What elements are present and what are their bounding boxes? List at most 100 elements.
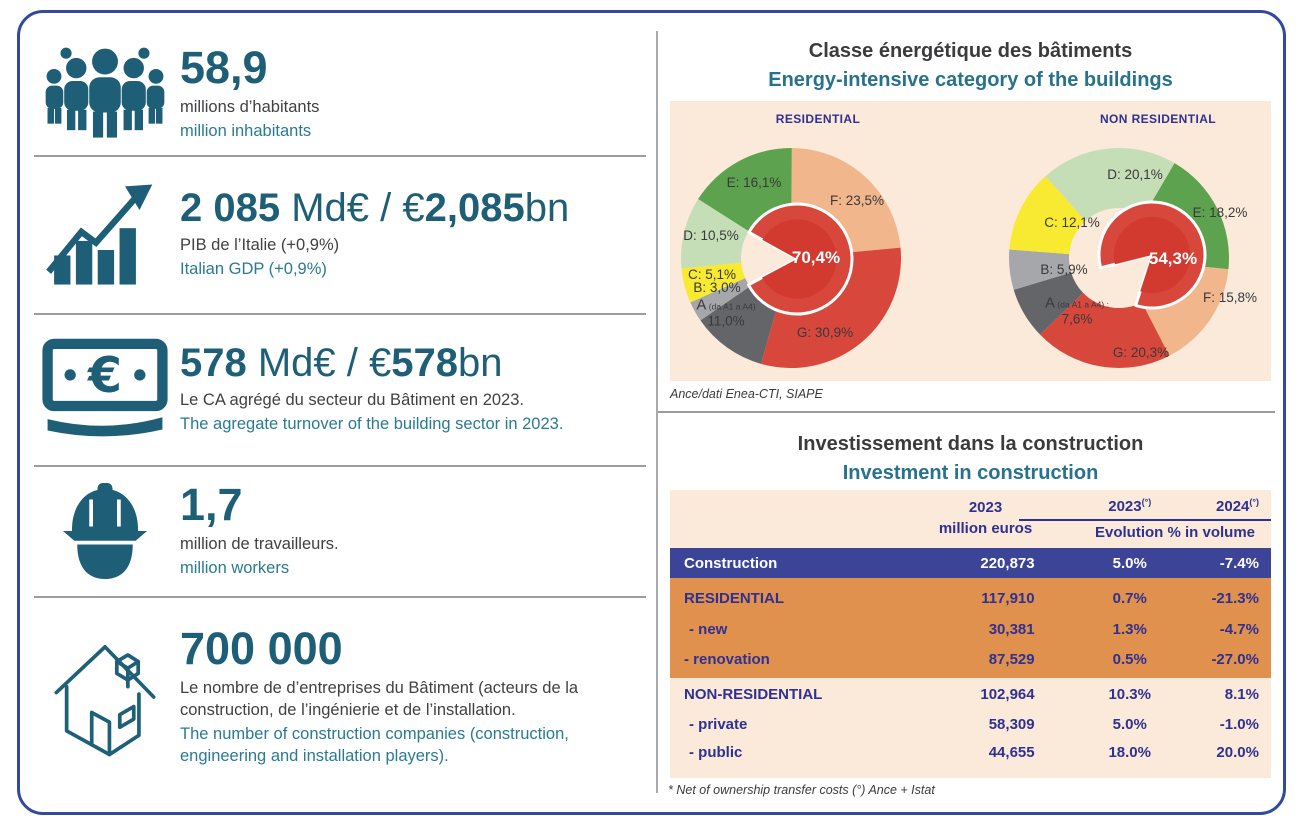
- banknote-euro-icon: €: [30, 338, 180, 442]
- energy-title-en: Energy-intensive category of the buildin…: [768, 69, 1173, 91]
- table-cell: 0.5%: [1112, 651, 1147, 668]
- donut-segment-label: C: 12,1%: [1044, 215, 1100, 231]
- stat-value: 700 000: [180, 623, 343, 675]
- stat-value: 578 Md€ / €578bn: [180, 341, 503, 386]
- main-panel: 58,9 millions d’habitants million inhabi…: [17, 10, 1286, 815]
- donut-segment: [681, 199, 749, 269]
- table-cell: RESIDENTIAL: [684, 589, 785, 607]
- stat-text: 1,7 million de travailleurs. million wor…: [180, 482, 646, 580]
- stat-label-fr: Le CA agrégé du secteur du Bâtiment en 2…: [180, 391, 524, 410]
- energy-chart-block: RESIDENTIAL F: 23,5% G: 30,9% A (da A1 a A4…: [670, 101, 1271, 381]
- source-note: Ance/dati Enea-CTI, SIAPE: [670, 387, 823, 401]
- donut-segment-label: A (da A1 a A4) 11,0%: [696, 296, 756, 329]
- table-cell: -21.3%: [1211, 589, 1259, 607]
- donut-segment: [1013, 272, 1084, 335]
- stat-label-fr: millions d’habitants: [180, 98, 320, 117]
- stat-text: 58,9 millions d’habitants million inhabi…: [180, 45, 646, 143]
- donut-segment-label: D: 20,1%: [1107, 167, 1163, 183]
- stat-label-en: The agregate turnover of the building se…: [180, 415, 564, 433]
- table-row: - private 58,309 5.0% -1.0%: [670, 710, 1271, 738]
- investment-table: 2023 million euros 2023(°) 2024(°) Evolu…: [670, 490, 1271, 778]
- column-header-evo-2023: 2023(°): [1108, 497, 1152, 515]
- table-cell: 0.7%: [1112, 589, 1147, 607]
- table-cell: 5.0%: [1112, 554, 1147, 572]
- donut-center-value: 54,3%: [1148, 249, 1198, 268]
- right-column: Classe énergétique des bâtiments Energy-…: [658, 13, 1283, 812]
- table-cell: 1.3%: [1112, 621, 1147, 638]
- section-divider: [34, 155, 646, 157]
- table-cell: - public: [689, 743, 743, 761]
- chart-title: NON RESIDENTIAL: [1099, 112, 1217, 126]
- stat-value: 58,9: [180, 42, 268, 94]
- donut-segment-label: G: 20,3%: [1112, 345, 1170, 361]
- left-column: 58,9 millions d’habitants million inhabi…: [20, 13, 656, 812]
- donut-segment-label: B: 5,9%: [1040, 262, 1088, 278]
- table-cell: 18.0%: [1108, 743, 1151, 761]
- stat-row-inhabitants: 58,9 millions d’habitants million inhabi…: [30, 33, 646, 155]
- table-row: - new 30,381 1.3% -4.7%: [670, 618, 1271, 641]
- investment-title-en: Investment in construction: [842, 462, 1099, 484]
- energy-title-fr: Classe énergétique des bâtiments: [808, 40, 1133, 62]
- donut-segment: [1040, 292, 1170, 368]
- chart-title: RESIDENTIAL: [775, 112, 861, 126]
- donut-center-value: 70,4%: [791, 248, 841, 267]
- table-cell: 20.0%: [1216, 743, 1259, 761]
- stat-label-fr: PIB de l’Italie (+0,9%): [180, 236, 340, 255]
- table-cell: 30,381: [988, 621, 1035, 638]
- hard-hat-icon: [30, 475, 180, 587]
- table-cell: -4.7%: [1219, 621, 1259, 638]
- donut-segment-label: G: 30,9%: [796, 325, 854, 341]
- non-residential-donut-chart: [1009, 147, 1229, 368]
- stat-label-en: Italian GDP (+0,9%): [180, 260, 327, 278]
- table-cell: 58,309: [988, 715, 1035, 733]
- donut-segment: [681, 262, 746, 303]
- table-row: NON-RESIDENTIAL 102,964 10.3% 8.1%: [670, 678, 1271, 710]
- table-footnote: * Net of ownership transfer costs (°) An…: [668, 783, 935, 797]
- stat-label-fr: million de travailleurs.: [180, 535, 339, 554]
- donut-segment-label: E: 16,1%: [726, 175, 782, 191]
- table-cell: -1.0%: [1219, 715, 1259, 733]
- stat-row-workers: 1,7 million de travailleurs. million wor…: [30, 466, 646, 596]
- table-row: Construction 220,873 5.0% -7.4%: [670, 548, 1271, 578]
- stat-text: 578 Md€ / €578bn Le CA agrégé du secteur…: [180, 343, 646, 436]
- table-cell: -27.0%: [1211, 651, 1259, 668]
- table-cell: - new: [689, 621, 728, 638]
- column-header-2023: 2023 million euros: [938, 499, 1033, 537]
- table-cell: - private: [689, 715, 748, 733]
- donut-segment-label: B: 3,0%: [693, 280, 741, 296]
- svg-text:€: €: [87, 346, 122, 403]
- table-cell: 5.0%: [1112, 715, 1147, 733]
- section-divider: [658, 411, 1275, 413]
- stat-row-turnover: € 578 Md€ / €578bn Le CA agrégé du secte…: [30, 314, 646, 465]
- donut-segment-label: D: 10,5%: [683, 228, 739, 244]
- stat-row-gdp: 2 085 Md€ / €2,085bn PIB de l’Italie (+0…: [30, 156, 646, 313]
- donut-segment: [1009, 249, 1072, 290]
- table-cell: 10.3%: [1108, 685, 1151, 703]
- stat-text: 700 000 Le nombre de d’entreprises du Bâ…: [180, 626, 646, 767]
- section-divider: [34, 596, 646, 598]
- table-cell: 220,873: [980, 554, 1035, 572]
- donut-segment-label: A (da A1 a A4) :7,6%: [1045, 294, 1109, 327]
- center-pie-shade: [757, 219, 837, 299]
- stat-label-en: The number of construction companies (co…: [180, 725, 569, 765]
- donut-segment: [700, 286, 778, 364]
- donut-segment: [791, 148, 901, 254]
- table-cell: 87,529: [988, 651, 1035, 668]
- stat-label-en: million inhabitants: [180, 122, 312, 140]
- table-cell: 8.1%: [1224, 685, 1259, 703]
- table-row: RESIDENTIAL 117,910 0.7% -21.3%: [670, 578, 1271, 618]
- table-cell: 102,964: [980, 685, 1035, 703]
- donut-segment-label: E: 18,2%: [1192, 205, 1248, 221]
- section-divider: [34, 465, 646, 467]
- section-divider: [34, 313, 646, 315]
- donut-segment: [690, 278, 750, 321]
- table-row: - renovation 87,529 0.5% -27.0%: [670, 641, 1271, 678]
- residential-donut-chart: [681, 148, 901, 368]
- column-header-evo-2024: 2024(°): [1216, 497, 1259, 515]
- table-cell: 44,655: [988, 743, 1035, 761]
- donut-segment: [1009, 176, 1086, 255]
- stat-value: 1,7: [180, 479, 243, 531]
- table-body: Construction 220,873 5.0% -7.4% RESIDENTIAL 1…: [670, 548, 1271, 766]
- stat-text: 2 085 Md€ / €2,085bn PIB de l’Italie (+0…: [180, 188, 646, 281]
